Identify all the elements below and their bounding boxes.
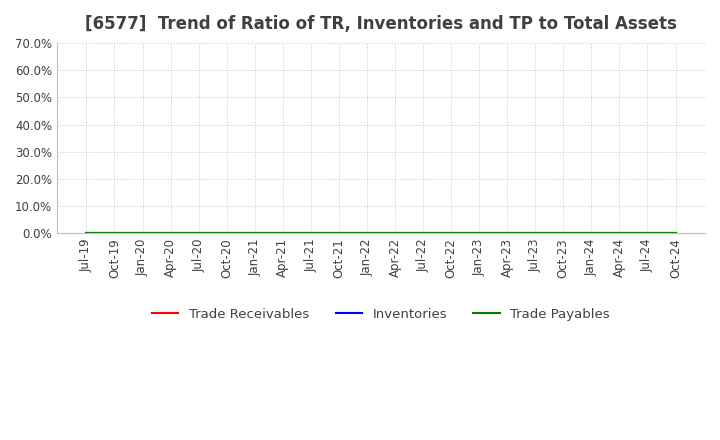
Trade Receivables xyxy=(587,231,595,236)
Trade Payables xyxy=(279,231,287,236)
Trade Receivables xyxy=(503,231,511,236)
Trade Receivables xyxy=(475,231,484,236)
Trade Payables xyxy=(475,231,484,236)
Trade Receivables xyxy=(194,231,203,236)
Trade Receivables xyxy=(531,231,539,236)
Trade Payables xyxy=(138,231,147,236)
Trade Payables xyxy=(194,231,203,236)
Inventories xyxy=(251,231,259,236)
Trade Receivables xyxy=(447,231,456,236)
Trade Payables xyxy=(166,231,175,236)
Trade Payables xyxy=(643,231,652,236)
Trade Receivables xyxy=(251,231,259,236)
Inventories xyxy=(138,231,147,236)
Inventories xyxy=(587,231,595,236)
Trade Receivables xyxy=(307,231,315,236)
Trade Payables xyxy=(222,231,231,236)
Inventories xyxy=(475,231,484,236)
Trade Receivables xyxy=(335,231,343,236)
Trade Payables xyxy=(307,231,315,236)
Inventories xyxy=(194,231,203,236)
Trade Receivables xyxy=(391,231,400,236)
Trade Receivables xyxy=(166,231,175,236)
Inventories xyxy=(222,231,231,236)
Inventories xyxy=(643,231,652,236)
Trade Receivables xyxy=(671,231,680,236)
Trade Receivables xyxy=(279,231,287,236)
Trade Receivables xyxy=(643,231,652,236)
Trade Payables xyxy=(559,231,567,236)
Trade Payables xyxy=(251,231,259,236)
Inventories xyxy=(279,231,287,236)
Inventories xyxy=(307,231,315,236)
Trade Payables xyxy=(615,231,624,236)
Trade Receivables xyxy=(110,231,119,236)
Legend: Trade Receivables, Inventories, Trade Payables: Trade Receivables, Inventories, Trade Pa… xyxy=(147,302,616,326)
Inventories xyxy=(82,231,91,236)
Trade Receivables xyxy=(363,231,372,236)
Trade Payables xyxy=(363,231,372,236)
Trade Payables xyxy=(419,231,428,236)
Trade Payables xyxy=(587,231,595,236)
Trade Receivables xyxy=(419,231,428,236)
Inventories xyxy=(335,231,343,236)
Trade Payables xyxy=(82,231,91,236)
Inventories xyxy=(615,231,624,236)
Trade Payables xyxy=(503,231,511,236)
Inventories xyxy=(363,231,372,236)
Trade Payables xyxy=(531,231,539,236)
Inventories xyxy=(559,231,567,236)
Inventories xyxy=(419,231,428,236)
Inventories xyxy=(503,231,511,236)
Trade Receivables xyxy=(82,231,91,236)
Inventories xyxy=(671,231,680,236)
Trade Payables xyxy=(335,231,343,236)
Trade Receivables xyxy=(559,231,567,236)
Inventories xyxy=(110,231,119,236)
Inventories xyxy=(447,231,456,236)
Trade Payables xyxy=(391,231,400,236)
Trade Payables xyxy=(671,231,680,236)
Title: [6577]  Trend of Ratio of TR, Inventories and TP to Total Assets: [6577] Trend of Ratio of TR, Inventories… xyxy=(85,15,677,33)
Trade Receivables xyxy=(615,231,624,236)
Inventories xyxy=(531,231,539,236)
Trade Payables xyxy=(110,231,119,236)
Inventories xyxy=(391,231,400,236)
Trade Receivables xyxy=(222,231,231,236)
Trade Receivables xyxy=(138,231,147,236)
Inventories xyxy=(166,231,175,236)
Trade Payables xyxy=(447,231,456,236)
